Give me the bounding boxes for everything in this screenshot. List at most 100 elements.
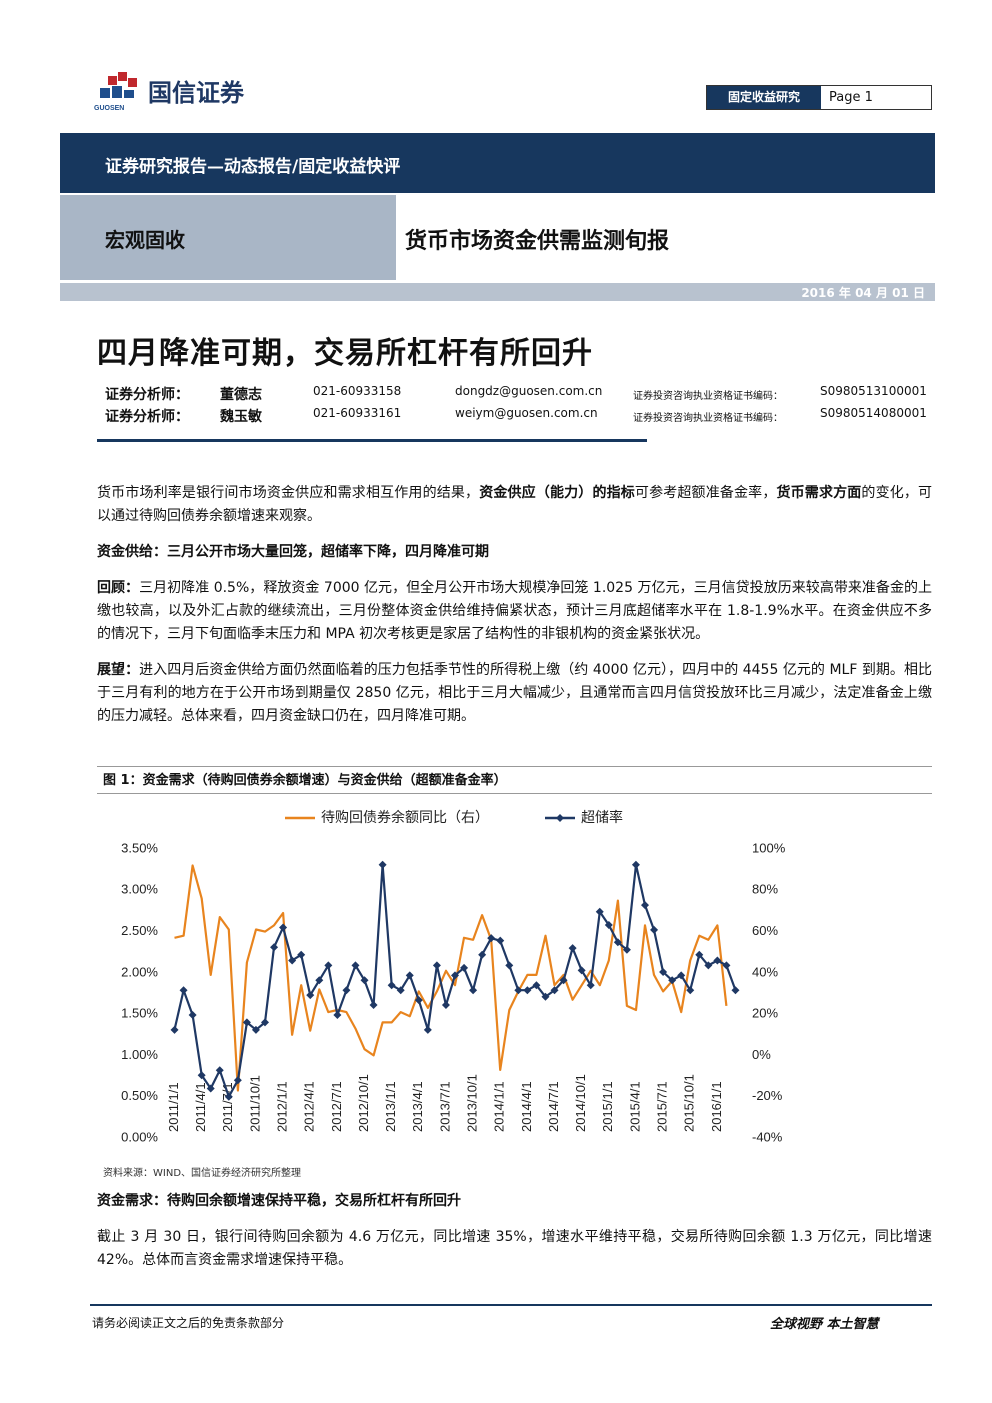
point xyxy=(206,1084,215,1093)
x-tick-label: 2014/1/1 xyxy=(492,1081,507,1132)
text-run: 截止 3 月 30 日，银行间待购回余额为 4.6 万亿元，同比增速 35%，增… xyxy=(97,1229,932,1268)
point xyxy=(251,1025,260,1034)
point xyxy=(270,943,279,952)
banner: 证券研究报告—动态报告/固定收益快评 xyxy=(60,133,935,193)
x-tick-label: 2012/4/1 xyxy=(302,1081,317,1132)
point xyxy=(414,996,423,1005)
text-run: 的变化，可以通过待购回债券余额增速来观察。 xyxy=(97,485,933,524)
analyst-email: weiym@guosen.com.cn xyxy=(455,406,598,420)
x-tick-label: 2011/10/1 xyxy=(247,1075,262,1132)
point xyxy=(713,956,722,965)
x-tick-label: 2011/1/1 xyxy=(166,1082,181,1132)
point xyxy=(233,1076,242,1085)
y-tick-label: 0.50% xyxy=(121,1088,158,1103)
point xyxy=(469,986,478,995)
point xyxy=(170,1025,179,1034)
legend-marker xyxy=(556,814,564,822)
analyst-cert-label: 证券投资咨询执业资格证书编码： xyxy=(633,391,783,402)
y-tick-label: 2.50% xyxy=(121,923,158,938)
text-run: 进入四月后资金供给方面仍然面临着的压力包括季节性的所得税上缴（约 4000 亿元… xyxy=(97,662,933,724)
y2-tick-label: 100% xyxy=(752,840,786,855)
y2-tick-label: 40% xyxy=(752,964,778,979)
point xyxy=(188,1010,197,1019)
point xyxy=(722,961,731,970)
x-tick-label: 2015/4/1 xyxy=(627,1081,642,1132)
block: 截止 3 月 30 日，银行间待购回余额为 4.6 万亿元，同比增速 35%，增… xyxy=(97,1226,932,1272)
rule xyxy=(97,439,647,442)
point xyxy=(378,860,387,869)
point xyxy=(351,961,360,970)
point xyxy=(613,938,622,947)
block: 货币市场利率是银行间市场资金供应和需求相互作用的结果，资金供应（能力）的指标可参… xyxy=(97,482,932,528)
chart: 0.00% 0.50% 1.00% 1.50% 2.00% 2.50% 3.00% 3.50%… xyxy=(121,809,786,1144)
point xyxy=(586,981,595,990)
x-tick-label: 2013/10/1 xyxy=(465,1074,480,1132)
x-tick-label: 2014/7/1 xyxy=(546,1081,561,1132)
y-tick-label: 1.00% xyxy=(121,1047,158,1062)
x-tick-label: 2016/1/1 xyxy=(709,1081,724,1132)
analyst-phone: 021-60933158 xyxy=(313,384,402,398)
point xyxy=(460,963,469,972)
block: 资金需求：待购回余额增速保持平稳，交易所杠杆有所回升 xyxy=(97,1190,932,1213)
y2-tick-label: -20% xyxy=(752,1088,783,1103)
analyst-role: 证券分析师： xyxy=(105,387,189,403)
date-band: 2016 年 04 月 01 日 xyxy=(60,283,935,301)
point xyxy=(659,968,668,977)
point xyxy=(523,986,532,995)
banner-text: 证券研究报告—动态报告/固定收益快评 xyxy=(105,157,401,177)
text-run: 展望： xyxy=(97,662,140,678)
point xyxy=(622,945,631,954)
point xyxy=(595,907,604,916)
logo-text: 国信证券 xyxy=(148,79,245,107)
footer-rule xyxy=(90,1304,932,1306)
point xyxy=(297,950,306,959)
text-run: 资金供给：三月公开市场大量回笼，超储率下降，四月降准可期 xyxy=(97,544,489,560)
category-band: 宏观固收 xyxy=(60,195,396,280)
point xyxy=(387,981,396,990)
point xyxy=(478,950,487,959)
point xyxy=(704,961,713,970)
point xyxy=(441,1001,450,1010)
point xyxy=(695,950,704,959)
footer-right: 全球视野 本土智慧 xyxy=(770,1317,879,1332)
chart-source: 资料来源：WIND、国信证券经济研究所整理 xyxy=(103,1168,302,1179)
text-run: 货币需求方面 xyxy=(776,485,862,501)
logo: GUOSEN 国信证券 xyxy=(94,72,245,112)
point xyxy=(650,925,659,934)
point xyxy=(423,1025,432,1034)
point xyxy=(396,986,405,995)
header-box: 固定收益研究 Page 1 xyxy=(706,85,932,110)
point xyxy=(731,986,740,995)
block: 资金供给：三月公开市场大量回笼，超储率下降，四月降准可期 xyxy=(97,541,932,564)
x-tick-label: 2015/1/1 xyxy=(600,1081,615,1132)
analyst-cert: S0980514080001 xyxy=(820,406,927,420)
y2-tick-label: 60% xyxy=(752,923,778,938)
y-tick-label: 0.00% xyxy=(121,1129,158,1144)
block: 展望：进入四月后资金供给方面仍然面临着的压力包括季节性的所得税上缴（约 4000… xyxy=(97,659,932,728)
point xyxy=(306,991,315,1000)
legend-label: 超储率 xyxy=(581,809,623,826)
point xyxy=(505,961,514,970)
point xyxy=(432,961,441,970)
point xyxy=(215,1066,224,1075)
point xyxy=(279,923,288,932)
y2-tick-label: -40% xyxy=(752,1129,783,1144)
page-number: Page 1 xyxy=(829,90,873,105)
x-tick-label: 2015/10/1 xyxy=(682,1074,697,1132)
point xyxy=(324,961,333,970)
date: 2016 年 04 月 01 日 xyxy=(801,286,925,300)
point xyxy=(532,981,541,990)
x-tick-label: 2014/10/1 xyxy=(573,1074,588,1132)
text-run: 资金需求：待购回余额增速保持平稳，交易所杠杆有所回升 xyxy=(97,1193,461,1209)
text-run: 三月初降准 0.5%，释放资金 7000 亿元，但全月公开市场大规模净回笼 1.… xyxy=(97,580,933,642)
point xyxy=(514,986,523,995)
analyst-role: 证券分析师： xyxy=(105,409,189,425)
x-tick-label: 2012/7/1 xyxy=(329,1081,344,1132)
y-tick-label: 1.50% xyxy=(121,1006,158,1021)
point xyxy=(451,971,459,980)
series-line xyxy=(174,864,728,1092)
y2-tick-label: 80% xyxy=(752,882,778,897)
x-tick-label: 2013/7/1 xyxy=(437,1081,452,1132)
text-run: 货币市场利率是银行间市场资金供应和需求相互作用的结果， xyxy=(97,485,480,501)
point xyxy=(261,1018,269,1027)
